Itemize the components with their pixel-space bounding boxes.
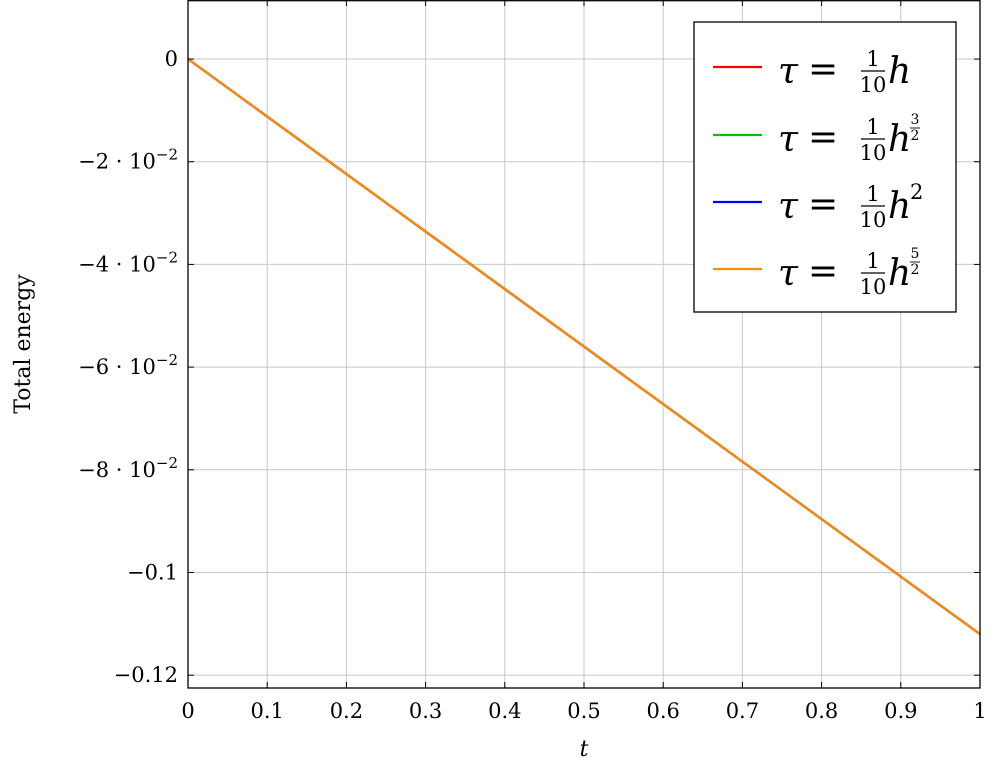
y-tick-label: −6 · 10−2 xyxy=(78,351,178,379)
x-tick-label: 0.6 xyxy=(646,699,679,723)
legend-box xyxy=(693,21,957,313)
legend-equals: = xyxy=(808,117,838,158)
legend-exponent-numerator: 3 xyxy=(911,112,920,128)
legend-exponent: 2 xyxy=(910,180,923,204)
x-tick-label: 0.4 xyxy=(488,699,521,723)
x-tick-label: 0.7 xyxy=(726,699,759,723)
legend-tau: τ xyxy=(778,186,799,227)
x-tick-label: 0.3 xyxy=(409,699,442,723)
legend-tau: τ xyxy=(778,51,799,92)
legend-frac-numerator: 1 xyxy=(866,115,879,139)
legend-frac-denominator: 10 xyxy=(860,275,887,299)
series-layer xyxy=(187,58,981,635)
legend-frac-numerator: 1 xyxy=(866,182,879,206)
x-tick-label: 1 xyxy=(973,699,986,723)
series-line-4 xyxy=(187,58,981,635)
y-tick-label: −0.1 xyxy=(127,560,178,584)
y-tick-label: 0 xyxy=(165,47,178,71)
y-axis-ticks: 0 −2 · 10−2 −4 · 10−2 −6 · 10−2 −8 · 10−2 −0.… xyxy=(78,47,980,687)
legend-entry: τ = 110 h2 xyxy=(713,180,923,232)
x-tick-label: 0.9 xyxy=(884,699,917,723)
legend-entry: τ = 110 h xyxy=(713,47,911,97)
legend-exponent-numerator: 5 xyxy=(911,246,920,262)
legend-equals: = xyxy=(808,251,838,292)
legend-entry: τ = 110 h 52 xyxy=(713,246,920,299)
x-tick-label: 0.2 xyxy=(330,699,363,723)
legend-h: h xyxy=(888,253,911,294)
legend-h: h xyxy=(888,119,911,160)
y-tick-label: −4 · 10−2 xyxy=(78,248,178,276)
legend-frac-numerator: 1 xyxy=(866,47,879,71)
legend-tau: τ xyxy=(778,119,799,160)
y-tick-label: −0.12 xyxy=(114,663,178,687)
legend-frac-denominator: 10 xyxy=(860,208,887,232)
legend-h: h xyxy=(888,51,911,92)
x-tick-label: 0 xyxy=(181,699,194,723)
legend-exponent-denominator: 2 xyxy=(911,128,920,144)
legend-exponent-denominator: 2 xyxy=(911,262,920,278)
x-tick-label: 0.5 xyxy=(567,699,600,723)
legend-frac-denominator: 10 xyxy=(860,73,887,97)
legend-frac-denominator: 10 xyxy=(860,141,887,165)
legend-equals: = xyxy=(808,49,838,90)
legend-frac-numerator: 1 xyxy=(866,249,879,273)
x-axis-ticks: 0 0.1 0.2 0.3 0.4 0.5 0.6 0.7 0.8 0.9 1 xyxy=(181,0,987,723)
x-axis-label: t xyxy=(580,737,589,762)
y-axis-label: Total energy xyxy=(11,274,36,414)
x-tick-label: 0.1 xyxy=(250,699,283,723)
legend: τ = 110 hτ = 110 h 32τ = 110 h2τ = 110 h 52 xyxy=(693,21,957,313)
y-tick-label: −8 · 10−2 xyxy=(78,454,178,482)
legend-tau: τ xyxy=(778,253,799,294)
legend-equals: = xyxy=(808,184,838,225)
legend-entry: τ = 110 h 32 xyxy=(713,112,920,165)
y-tick-label: −2 · 10−2 xyxy=(78,146,178,174)
legend-h: h xyxy=(888,186,911,227)
x-tick-label: 0.8 xyxy=(805,699,838,723)
